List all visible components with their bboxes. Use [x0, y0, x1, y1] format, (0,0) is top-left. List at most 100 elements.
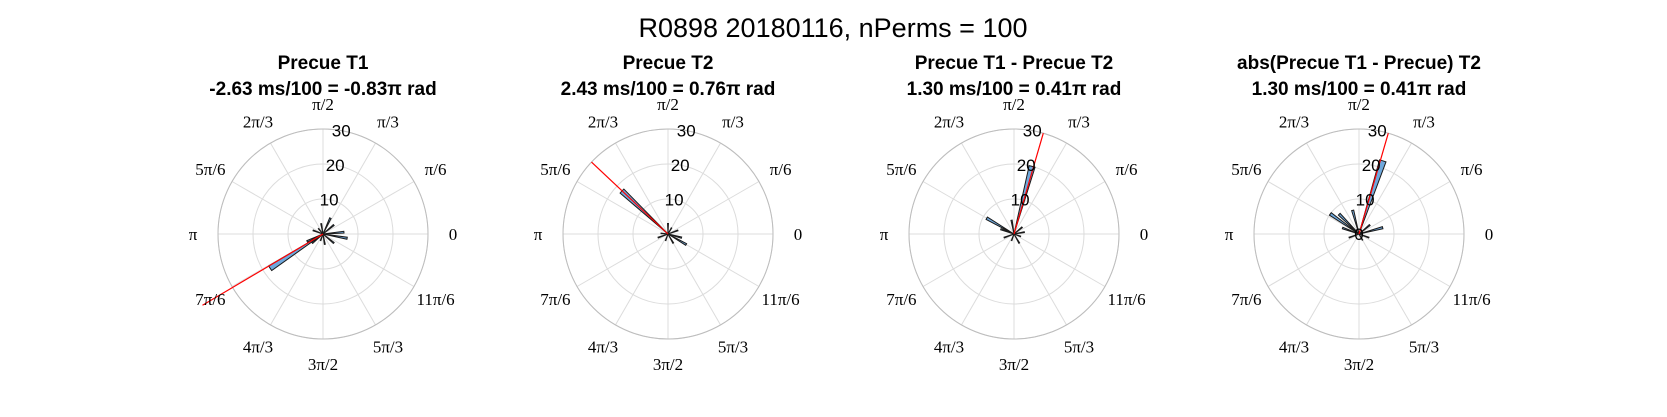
angle-label: 5π/3 [373, 338, 403, 357]
panel-3-subtitle: 1.30 ms/100 = 0.41π rad [907, 79, 1122, 100]
grid-spoke [1358, 142, 1412, 235]
histogram-bin [322, 223, 335, 235]
angle-label: π/2 [1003, 95, 1025, 114]
figure-suptitle: R0898 20180116, nPerms = 100 [638, 13, 1027, 43]
angle-label: 11π/6 [416, 290, 454, 309]
grid-spoke [1013, 181, 1106, 235]
histogram-bin [312, 229, 324, 235]
histogram-bin [322, 230, 345, 235]
angle-label: π/2 [312, 95, 334, 114]
angle-label: π/6 [770, 160, 792, 179]
grid-spoke [1013, 233, 1067, 326]
polar-panel-4: abs(Precue T1 - Precue) T2 1.30 ms/100 =… [1225, 53, 1494, 374]
panel-3-title: Precue T1 - Precue T2 [915, 53, 1114, 74]
angle-label: 5π/3 [1064, 338, 1094, 357]
angle-label: 3π/2 [1344, 355, 1374, 374]
angle-label: 11π/6 [1452, 290, 1490, 309]
polar-boundary [217, 128, 429, 340]
polar-boundary [1253, 128, 1465, 340]
grid-spoke [576, 181, 669, 235]
angle-label: π/2 [1348, 95, 1370, 114]
radial-tick-label: 20 [326, 156, 345, 175]
angle-label: π/3 [377, 112, 399, 131]
radial-tick-label: 30 [332, 122, 351, 141]
angle-label: 0 [794, 225, 803, 244]
angle-label: π/2 [657, 95, 679, 114]
mean-angle-line [1013, 133, 1044, 235]
grid-spoke [667, 142, 721, 235]
histogram-bin [667, 222, 669, 235]
mean-angle-line [1358, 133, 1389, 235]
histogram-bin [657, 233, 669, 239]
angle-label: 5π/3 [718, 338, 748, 357]
radial-tick-label: 20 [1362, 156, 1381, 175]
radial-tick-label: 10 [665, 191, 684, 210]
grid-spoke [1358, 181, 1451, 235]
grid-spoke [576, 233, 669, 287]
grid-spoke [1358, 233, 1451, 287]
histogram-bin [1003, 233, 1015, 239]
radial-tick-label: 10 [1356, 191, 1375, 210]
angle-label: 7π/6 [886, 290, 916, 309]
grid-spoke [322, 142, 376, 235]
angle-label: π/3 [1068, 112, 1090, 131]
histogram-bin [985, 216, 1015, 235]
histogram-bin [322, 233, 335, 245]
angle-label: 3π/2 [308, 355, 338, 374]
histogram-bin [1358, 159, 1387, 235]
histogram-bin [667, 233, 675, 244]
angle-label: 0 [449, 225, 458, 244]
mean-angle-line [202, 233, 324, 306]
angle-label: 4π/3 [934, 338, 964, 357]
histogram-bin [1358, 226, 1384, 235]
radial-tick-label: 30 [677, 122, 696, 141]
grid-spoke [1013, 233, 1106, 287]
polar-panel-2: Precue T2 2.43 ms/100 = 0.76π rad 10 20 30… [534, 53, 803, 374]
angle-label: 2π/3 [243, 112, 273, 131]
histogram-bin [667, 229, 679, 235]
grid-spoke [615, 233, 669, 326]
radial-tick-label: 30 [1023, 122, 1042, 141]
angle-label: 0 [1140, 225, 1149, 244]
grid-spoke [1267, 181, 1360, 235]
angle-label: π [1225, 225, 1234, 244]
histogram-bin [322, 217, 332, 235]
histogram-bin [1358, 223, 1371, 235]
histogram-bin [1013, 233, 1022, 238]
grid-spoke [1267, 233, 1360, 287]
angle-label: 2π/3 [1279, 112, 1309, 131]
angle-label: π/6 [1461, 160, 1483, 179]
histogram-bin [1341, 226, 1360, 235]
grid-spoke [961, 233, 1015, 326]
angle-label: 11π/6 [761, 290, 799, 309]
grid-spoke [961, 142, 1015, 235]
histogram-bin [1351, 209, 1360, 235]
angle-label: 4π/3 [588, 338, 618, 357]
grid-spoke [667, 233, 721, 326]
grid-spoke [1306, 142, 1360, 235]
polar-panel-3: Precue T1 - Precue T2 1.30 ms/100 = 0.41… [880, 53, 1149, 374]
histogram-bin [319, 233, 324, 242]
angle-label: 7π/6 [540, 290, 570, 309]
histogram-bin [1013, 233, 1021, 244]
grid-spoke [270, 142, 324, 235]
radial-tick-label: 0 [1354, 225, 1363, 244]
angle-label: 4π/3 [1279, 338, 1309, 357]
angle-label: π [189, 225, 198, 244]
polar-boundary [908, 128, 1120, 340]
angle-label: π [880, 225, 889, 244]
histogram-bin [317, 227, 324, 235]
histogram-bin [1358, 233, 1364, 241]
angle-label: 5π/6 [195, 160, 225, 179]
polar-panel-1: Precue T1 -2.63 ms/100 = -0.83π rad 10 20… [189, 53, 458, 374]
grid-spoke [1306, 233, 1360, 326]
histogram-bin [667, 233, 683, 239]
angle-label: 5π/3 [1409, 338, 1439, 357]
polar-boundary [562, 128, 774, 340]
panel-4-title: abs(Precue T1 - Precue) T2 [1237, 53, 1481, 74]
grid-spoke [1358, 233, 1412, 326]
panel-4-subtitle: 1.30 ms/100 = 0.41π rad [1252, 79, 1467, 100]
radial-tick-label: 20 [671, 156, 690, 175]
radial-tick-label: 20 [1017, 156, 1036, 175]
